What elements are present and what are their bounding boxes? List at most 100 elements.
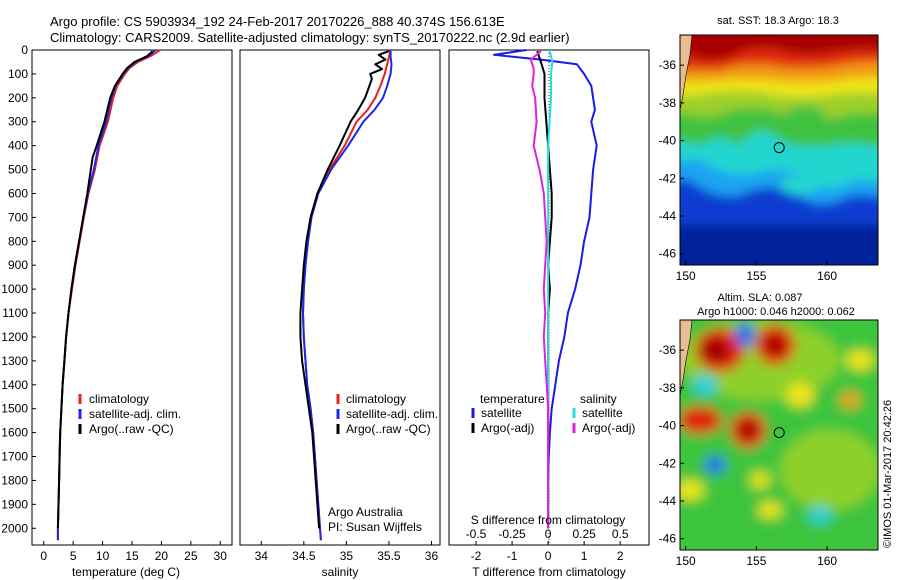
series-line-climatology — [56, 49, 161, 541]
argo-float-marker — [773, 142, 785, 154]
salinity-xlabel: salinity — [322, 565, 359, 579]
depth-tick-label: 1100 — [2, 306, 28, 320]
x-tick-label: 1 — [581, 549, 588, 563]
series-line-temperature-satellite — [493, 49, 598, 529]
x-tick-label: 2 — [617, 549, 624, 563]
depth-tick-label: 200 — [8, 91, 28, 105]
temperature-legend: climatology satellite-adj. clim. Argo(..… — [78, 392, 181, 436]
x-tick-label: 10 — [96, 549, 110, 563]
salinity-legend: climatology satellite-adj. clim. Argo(..… — [336, 392, 438, 436]
temperature-panel: 0 5 10 15 20 25 30 temperature (deg C) climato… — [31, 49, 233, 579]
legend-label-sal-argo: Argo(-adj) — [582, 421, 635, 435]
s-diff-tick-label: 0.25 — [572, 527, 596, 541]
depth-tick-label: 1500 — [1, 402, 28, 416]
legend-label-argo: Argo(..raw -QC) — [89, 422, 174, 436]
x-tick-label: 0 — [40, 549, 47, 563]
legend-label-satellite: satellite-adj. clim. — [346, 407, 438, 421]
legend-label-temp-argo: Argo(-adj) — [481, 421, 534, 435]
depth-tick-label: 1400 — [1, 378, 28, 392]
annotation-pi: PI: Susan Wijffels — [328, 520, 422, 534]
depth-tick-label: 1700 — [1, 450, 28, 464]
series-line-salinity-argo-adj — [529, 50, 550, 529]
depth-tick-label: 1900 — [1, 497, 28, 511]
x-tick-label: 34.5 — [292, 549, 316, 563]
depth-tick-label: 1000 — [1, 282, 28, 296]
x-tick-label: 15 — [125, 549, 139, 563]
map-y-tick-label: -42 — [659, 456, 677, 470]
x-tick-label: 0 — [545, 549, 552, 563]
sla-map-frame — [679, 319, 879, 551]
sla-map-title: Altim. SLA: 0.087 — [718, 292, 803, 304]
s-diff-tick-label: -0.5 — [466, 527, 487, 541]
legend-label-climatology: climatology — [346, 392, 406, 406]
map-y-tick-label: -42 — [659, 171, 677, 185]
coastline — [680, 35, 693, 111]
sla-heatmap — [680, 320, 878, 550]
depth-tick-label: 600 — [8, 186, 28, 200]
x-tick-label: -1 — [507, 549, 518, 563]
map-x-tick-label: 155 — [746, 269, 766, 283]
depth-tick-label: 1200 — [1, 330, 28, 344]
depth-tick-label: 800 — [8, 234, 28, 248]
x-tick-label: 20 — [155, 549, 169, 563]
s-diff-tick-label: 0.5 — [612, 527, 629, 541]
series-line-argo-raw-qc — [299, 50, 390, 529]
difference-legend: temperature salinity satellite Argo(-adj… — [471, 392, 635, 435]
s-diff-tick-label: -0.25 — [498, 527, 526, 541]
map-y-tick-label: -36 — [659, 343, 677, 357]
difference-panel: -2 -1 0 1 2 -0.5 -0.25 0 0.25 0.5 S difference f… — [448, 49, 650, 579]
map-y-tick-label: -40 — [659, 419, 677, 433]
t-difference-label: T difference from climatology — [472, 565, 626, 579]
map-y-tick-label: -36 — [659, 58, 677, 72]
x-tick-label: -2 — [471, 549, 482, 563]
map-y-tick-label: -38 — [659, 381, 677, 395]
x-tick-label: 5 — [70, 549, 77, 563]
salinity-panel: 34 34.5 35 35.5 36 salinity climatology sate… — [239, 49, 441, 579]
depth-tick-label: 1800 — [1, 473, 28, 487]
x-tick-label: 30 — [214, 549, 228, 563]
temperature-axes-frame — [31, 49, 233, 546]
argo-float-marker — [773, 427, 785, 439]
x-tick-label: 36 — [425, 549, 439, 563]
depth-tick-label: 1600 — [1, 426, 28, 440]
legend-label-temp-satellite: satellite — [481, 406, 522, 420]
map-y-tick-label: -46 — [659, 532, 677, 546]
x-tick-label: 35 — [340, 549, 354, 563]
x-tick-label: 25 — [184, 549, 198, 563]
depth-tick-label: 0 — [21, 43, 28, 57]
legend-label-climatology: climatology — [89, 392, 149, 406]
map-y-tick-label: -44 — [659, 494, 677, 508]
map-x-tick-label: 160 — [817, 269, 837, 283]
temperature-xlabel: temperature (deg C) — [72, 565, 180, 579]
legend-label-sal-satellite: satellite — [582, 406, 623, 420]
legend-label-satellite: satellite-adj. clim. — [89, 407, 181, 421]
x-tick-label: 34 — [255, 549, 269, 563]
depth-axis: 0 100 200 300 400 500 600 700 800 900 1000 1100 1200… — [1, 43, 36, 535]
sst-map-frame — [679, 34, 879, 266]
imos-watermark: ©IMOS 01-Mar-2017 20:42:26 — [882, 400, 894, 548]
legend-header-salinity: salinity — [580, 392, 617, 406]
sst-heatmap — [680, 35, 878, 265]
depth-tick-label: 400 — [8, 139, 28, 153]
coastline — [680, 320, 693, 396]
header-line-1: Argo profile: CS 5903934_192 24-Feb-2017… — [50, 14, 505, 29]
depth-tick-label: 100 — [8, 67, 28, 81]
series-line-argo-raw-qc — [56, 50, 154, 529]
depth-tick-label: 300 — [8, 115, 28, 129]
sst-map-panel: sat. SST: 18.3 Argo: 18.3 150 155 160 -36 -3… — [659, 15, 879, 283]
map-x-tick-label: 150 — [676, 269, 696, 283]
depth-tick-label: 1300 — [1, 354, 28, 368]
series-line-satellite-adj-clim — [302, 50, 393, 541]
map-y-tick-label: -46 — [659, 247, 677, 261]
sla-map-subtitle: Argo h1000: 0.046 h2000: 0.062 — [697, 306, 855, 318]
legend-label-argo: Argo(..raw -QC) — [346, 422, 431, 436]
map-y-tick-label: -44 — [659, 209, 677, 223]
salinity-axes-frame — [239, 49, 441, 546]
map-x-tick-label: 155 — [746, 554, 766, 568]
sla-map-panel: Altim. SLA: 0.087 Argo h1000: 0.046 h200… — [659, 292, 879, 568]
map-y-tick-label: -38 — [659, 96, 677, 110]
depth-tick-label: 500 — [8, 163, 28, 177]
map-x-tick-label: 160 — [817, 554, 837, 568]
map-y-tick-label: -40 — [659, 134, 677, 148]
